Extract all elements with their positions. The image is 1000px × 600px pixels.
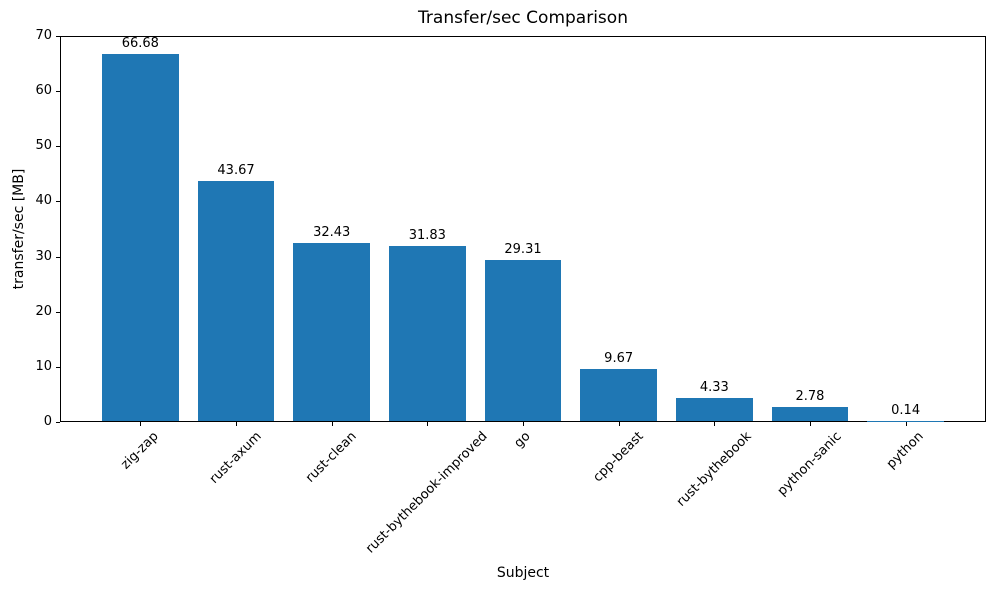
x-tick-mark [809,422,811,426]
x-tick-label: go [511,429,534,452]
y-tick-label: 70 [35,28,52,43]
y-tick-mark [56,146,60,148]
y-tick-label: 0 [43,414,52,429]
chart-title: Transfer/sec Comparison [418,8,628,28]
bar-value-label: 9.67 [604,350,634,366]
y-axis-label: transfer/sec [MB] [11,168,27,290]
x-tick-label: cpp-beast [590,429,647,486]
x-tick-label: rust-bythebook-improved [363,429,491,557]
x-tick-label: python-sanic [774,429,845,499]
bar-value-label: 31.83 [408,228,446,244]
bar-value-label: 0.14 [891,403,921,419]
y-tick-mark [56,91,60,93]
y-tick-mark [56,256,60,258]
x-tick-mark [714,422,716,426]
bar [389,246,466,421]
bar-value-label: 29.31 [504,242,542,258]
bar [293,243,370,421]
x-tick-mark [331,422,333,426]
bar [771,406,849,421]
bar [197,181,275,421]
plot-area [60,36,986,422]
bar-value-label: 4.33 [699,380,729,396]
y-tick-mark [56,36,60,37]
x-tick-mark [523,422,524,426]
x-tick-mark [905,422,907,426]
x-axis-label: Subject [496,565,550,581]
y-tick-label: 10 [35,358,52,374]
bar [484,260,562,421]
x-tick-mark [427,422,429,426]
x-tick-label: rust-bythebook [673,429,755,510]
y-tick-label: 60 [35,83,52,99]
x-tick-mark [236,422,238,426]
y-tick-mark [56,201,60,203]
bar [867,421,944,423]
y-tick-label: 40 [35,193,52,209]
y-tick-label: 50 [35,138,52,154]
x-tick-mark [618,422,620,426]
y-tick-mark [56,366,60,368]
bar [102,54,179,421]
bar-value-label: 43.67 [217,163,255,179]
x-tick-label: zig-zap [118,429,162,473]
bar-value-label: 32.43 [313,225,351,241]
x-tick-mark [140,422,142,426]
bar-value-label: 2.78 [795,388,825,404]
x-tick-label: rust-axum [206,429,265,487]
y-tick-mark [56,311,60,313]
bar [676,398,753,421]
y-tick-mark [56,422,60,423]
x-tick-label: python [883,429,927,472]
y-tick-label: 20 [35,303,52,319]
bar [580,368,657,421]
x-tick-label: rust-clean [302,429,360,486]
y-tick-label: 30 [35,248,52,264]
bar-value-label: 66.68 [121,36,159,52]
